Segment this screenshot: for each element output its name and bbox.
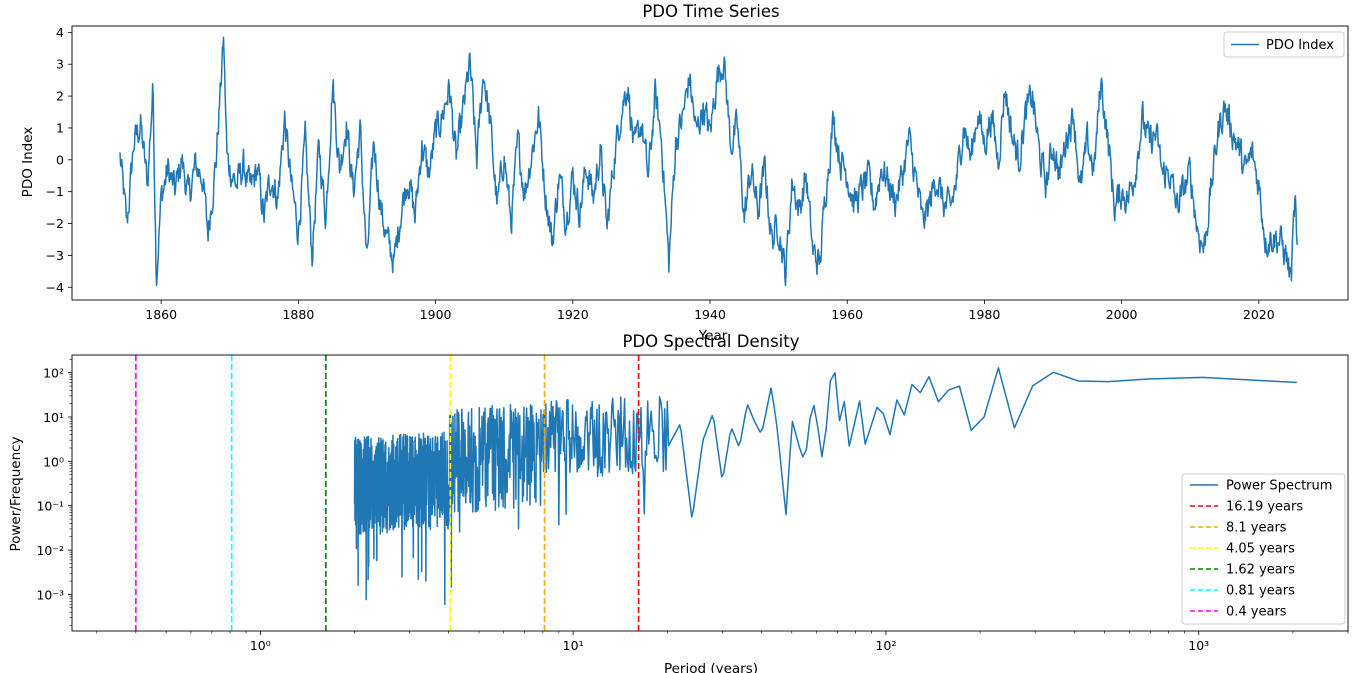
- series-line-power-spectrum: [353, 367, 1297, 606]
- legend-label: 8.1 years: [1226, 521, 1287, 536]
- legend-label: 0.81 years: [1226, 584, 1295, 599]
- plot-frame: [71, 354, 1349, 632]
- x-tick-label: 10³: [1188, 638, 1209, 653]
- x-tick-label: 1880: [282, 307, 314, 322]
- y-axis-label: PDO Index: [20, 127, 36, 198]
- legend-label: 1.62 years: [1226, 563, 1295, 578]
- x-tick-label: 1860: [145, 307, 177, 322]
- plot-frame: [71, 25, 1349, 301]
- y-tick-label: 10⁻³: [36, 587, 64, 602]
- x-tick-label: 10²: [875, 638, 896, 653]
- legend-label: Power Spectrum: [1226, 479, 1332, 494]
- legend-label: PDO Index: [1266, 38, 1334, 53]
- y-tick-label: 10²: [43, 366, 64, 381]
- y-tick-label: 2: [56, 89, 64, 104]
- legend: Power Spectrum 16.19 years 8.1 years 4.05 y…: [1181, 473, 1346, 625]
- legend-box: [1181, 473, 1346, 625]
- legend-label: 0.4 years: [1226, 605, 1287, 620]
- x-tick-label: 1940: [694, 307, 726, 322]
- chart-spectral-density: PDO Spectral Density Power/Frequency Per…: [8, 332, 1349, 673]
- y-tick-label: 10⁻¹: [36, 499, 64, 514]
- y-tick-label: −2: [46, 216, 64, 231]
- y-tick-label: 3: [56, 57, 64, 72]
- x-tick-label: 1980: [969, 307, 1001, 322]
- y-tick-label: 0: [56, 152, 64, 167]
- y-tick-label: −1: [46, 184, 64, 199]
- chart-title: PDO Time Series: [642, 2, 779, 21]
- y-tick-label: 10⁰: [43, 454, 64, 469]
- y-axis-label: Power/Frequency: [8, 436, 24, 551]
- x-tick-label: 2000: [1106, 307, 1138, 322]
- legend-label: 4.05 years: [1226, 542, 1295, 557]
- x-axis-label: Period (years): [664, 661, 758, 673]
- y-tick-label: 1: [56, 120, 64, 135]
- x-tick-label: 10¹: [563, 638, 584, 653]
- legend-box: [1223, 31, 1345, 58]
- chart-time-series: PDO Time Series PDO Index Year 1860 1880 1…: [20, 2, 1349, 344]
- y-tick-label: 10¹: [43, 410, 64, 425]
- x-tick-label: 1900: [420, 307, 452, 322]
- x-tick-label: 1960: [831, 307, 863, 322]
- legend: PDO Index: [1223, 31, 1345, 58]
- y-tick-label: −3: [46, 248, 64, 263]
- series-line-pdo-index: [119, 36, 1298, 287]
- x-tick-label: 2020: [1243, 307, 1275, 322]
- chart-title: PDO Spectral Density: [623, 332, 800, 351]
- x-tick-label: 1920: [557, 307, 589, 322]
- x-tick-label: 10⁰: [250, 638, 271, 653]
- x-axis-label: Year: [698, 328, 728, 344]
- legend-label: 16.19 years: [1226, 500, 1303, 515]
- y-tick-label: −4: [46, 280, 64, 295]
- y-tick-label: 10⁻²: [36, 543, 64, 558]
- y-tick-label: 4: [56, 25, 64, 40]
